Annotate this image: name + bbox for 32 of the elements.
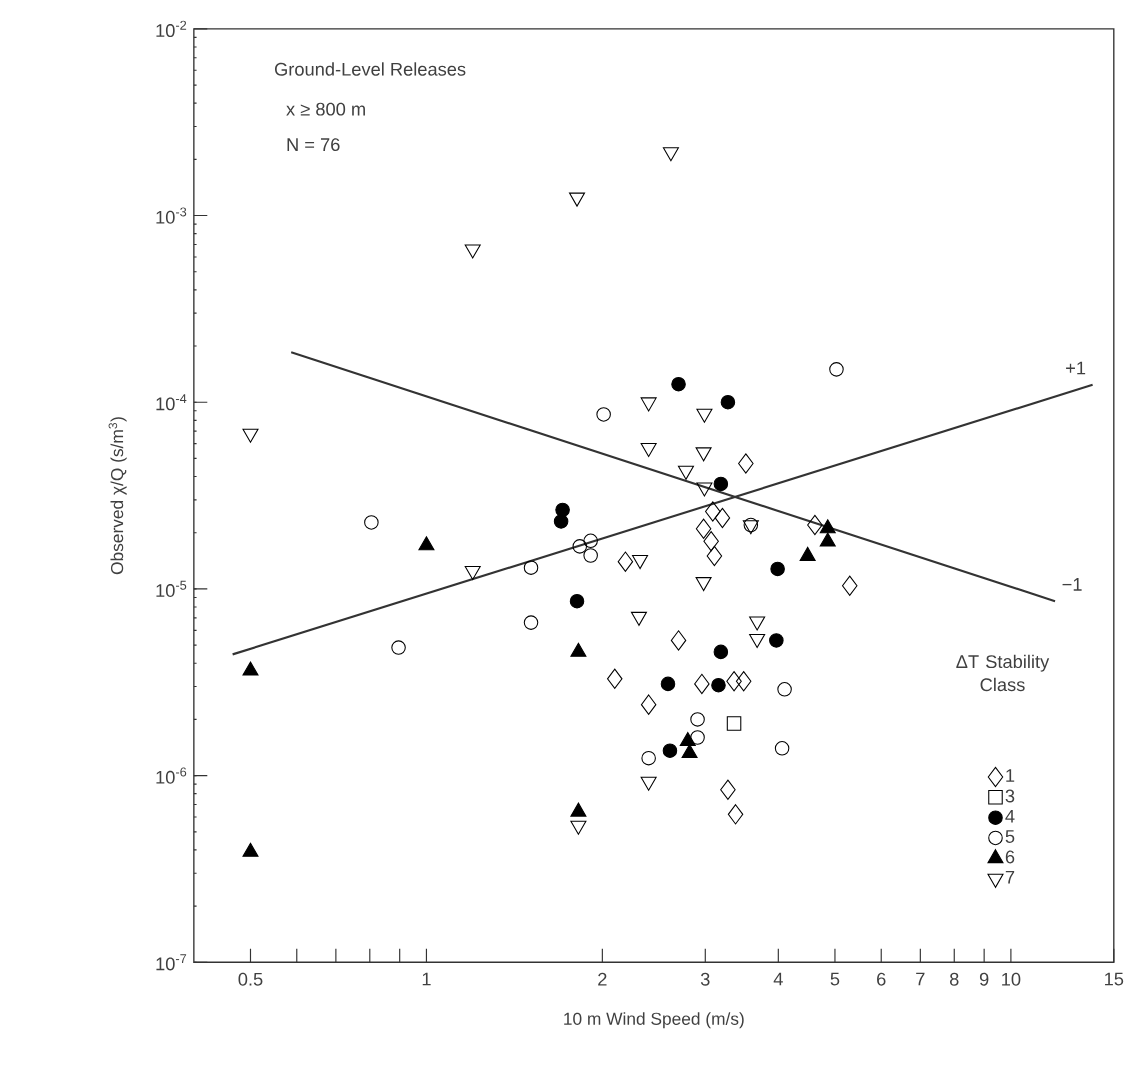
annotation: Ground-Level Releases <box>274 62 466 76</box>
annotation: x ≥ 800 m <box>286 102 365 116</box>
legend-label: 7 <box>1005 870 1015 884</box>
x-tick-label: 2 <box>598 972 607 986</box>
x-tick-label: 5 <box>830 972 840 986</box>
y-tick-label: 10$^{-3}$ <box>156 207 187 224</box>
x-tick-label: 3 <box>700 972 710 986</box>
annotation: N = 76 <box>287 138 340 151</box>
legend-label: 3 <box>1005 789 1015 803</box>
y-tick-label: 10$^{-5}$ <box>156 580 187 597</box>
x-axis-title: 10 m Wind Speed (m/s) <box>564 1012 744 1029</box>
x-tick-label: 8 <box>949 972 959 986</box>
y-tick-label: 10$^{-7}$ <box>156 954 187 971</box>
y-tick-label: 10$^{-2}$ <box>156 20 187 37</box>
x-tick-label: 10 <box>1002 972 1021 986</box>
series-label: +1 <box>1066 361 1086 375</box>
y-tick-label: 10$^{-4}$ <box>156 394 187 411</box>
x-tick-label: 0.5 <box>238 972 263 986</box>
legend-title: ΔT Stability Class <box>956 654 1050 692</box>
x-tick-label: 1 <box>422 972 431 986</box>
y-tick-label: 10$^{-6}$ <box>156 767 187 784</box>
x-tick-label: 6 <box>877 972 886 986</box>
series-label: −1 <box>1062 578 1082 591</box>
legend-label: 4 <box>1005 809 1015 823</box>
legend-label: 5 <box>1005 830 1015 843</box>
y-axis-title: Observed χ/Q (s/m$^{3}$) <box>108 417 127 575</box>
legend-label: 6 <box>1005 850 1015 864</box>
x-tick-label: 9 <box>979 972 989 986</box>
x-tick-label: 4 <box>773 972 783 986</box>
x-tick-label: 15 <box>1105 972 1124 986</box>
x-tick-label: 7 <box>916 972 925 986</box>
legend-label: 1 <box>1006 769 1015 782</box>
